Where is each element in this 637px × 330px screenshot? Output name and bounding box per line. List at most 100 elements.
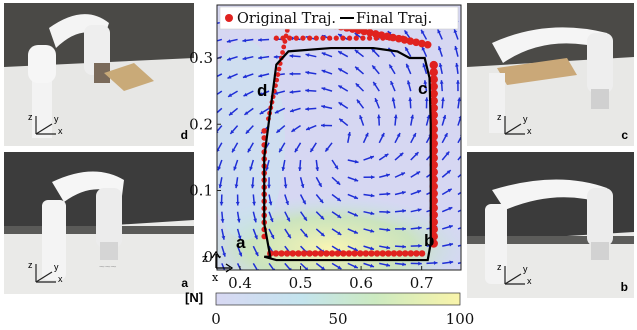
field-arrowhead: [283, 184, 288, 189]
y-tick-label: 0.1: [189, 182, 213, 200]
original-trajectory-point: [340, 250, 347, 257]
field-arrowhead: [386, 192, 391, 196]
field-arrowhead: [258, 55, 262, 60]
field-arrowhead: [406, 63, 410, 68]
field-arrowhead: [298, 167, 302, 171]
legend-marker-original: [225, 14, 233, 22]
field-arrowhead: [441, 97, 445, 102]
original-trajectory-point: [353, 35, 359, 41]
original-trajectory-point: [317, 250, 325, 257]
field-arrowhead: [338, 51, 343, 55]
field-arrowhead: [418, 243, 422, 248]
field-arrowhead: [258, 92, 263, 96]
field-arrowhead: [417, 190, 422, 194]
field-arrowhead: [347, 131, 352, 136]
field-arrowhead: [386, 227, 391, 232]
field-arrowhead: [454, 46, 458, 50]
field-arrowhead: [445, 151, 450, 156]
field-arrowhead: [412, 133, 416, 138]
original-trajectory-point: [418, 39, 426, 48]
field-arrowhead: [213, 94, 217, 98]
field-arrowhead: [417, 208, 422, 212]
field-arrowhead: [238, 252, 243, 257]
original-trajectory-point: [275, 72, 281, 77]
robot-photo-a: ~~~ z y x a: [4, 152, 194, 294]
plot-axis-gizmo: [211, 250, 234, 273]
original-trajectory-point: [334, 250, 341, 257]
field-arrowhead: [232, 148, 236, 153]
original-trajectory-point: [366, 28, 374, 37]
legend: Original Traj. Final Traj.: [219, 6, 459, 30]
field-arrowhead: [424, 97, 429, 101]
field-arrowhead: [286, 217, 290, 222]
field-arrow: [217, 125, 223, 133]
original-trajectory-point: [272, 250, 280, 257]
field-arrowhead: [254, 252, 259, 257]
field-arrowhead: [418, 261, 422, 266]
field-arrowhead: [464, 207, 468, 210]
field-arrowhead: [281, 167, 286, 171]
field-arrowhead: [417, 226, 422, 230]
original-trajectory-point: [280, 50, 285, 55]
original-trajectory-point: [333, 35, 339, 41]
field-arrowhead: [303, 216, 307, 221]
field-arrowhead: [338, 102, 343, 106]
field-arrowhead: [302, 200, 306, 205]
field-arrowhead: [353, 264, 358, 269]
y-axis-ticks: 0 0.1 0.2 0.3: [189, 49, 221, 266]
original-trajectory-point: [276, 66, 282, 72]
field-arrowhead: [370, 175, 375, 180]
field-arrowhead: [227, 75, 232, 79]
field-arrowhead: [217, 148, 220, 152]
field-arrowhead: [354, 177, 359, 182]
original-trajectory-point: [278, 250, 285, 257]
field-arrow: [457, 154, 461, 161]
field-arrowhead: [396, 133, 401, 138]
field-arrowhead: [228, 93, 233, 97]
field-arrowhead: [372, 65, 376, 70]
field-arrowhead: [279, 148, 283, 153]
field-arrowhead: [402, 209, 406, 213]
field-arrowhead: [359, 115, 363, 120]
field-arrowhead: [319, 199, 324, 204]
field-arrowhead: [442, 115, 447, 119]
field-arrowhead: [321, 104, 326, 109]
field-arrowhead: [456, 80, 460, 84]
original-trajectory-point: [293, 35, 299, 41]
gizmo-z-label: z: [202, 252, 208, 265]
field-arrowhead: [268, 201, 273, 206]
field-arrowhead: [465, 242, 469, 246]
field-arrowhead: [305, 70, 310, 75]
field-arrow: [457, 191, 461, 196]
field-arrowhead: [321, 87, 326, 91]
point-label-a: a: [236, 233, 246, 252]
x-tick-label: 0.5: [289, 274, 313, 292]
original-trajectory-point: [320, 35, 326, 41]
original-trajectory-point: [280, 35, 286, 41]
field-arrowhead: [234, 184, 239, 189]
original-trajectory-point: [393, 35, 399, 41]
field-arrowhead: [354, 49, 359, 54]
field-arrowhead: [353, 247, 358, 251]
field-arrowhead: [318, 182, 322, 187]
field-arrowhead: [303, 233, 308, 238]
field-arrow: [457, 173, 461, 178]
original-trajectory-point: [261, 128, 268, 134]
field-arrowhead: [461, 151, 465, 155]
field-arrowhead: [438, 63, 443, 67]
field-arrowhead: [291, 128, 296, 132]
photo-label: a: [181, 276, 188, 290]
field-arrowhead: [288, 267, 292, 270]
field-arrowhead: [380, 132, 385, 137]
field-arrowhead: [401, 190, 406, 195]
field-arrow: [217, 38, 223, 42]
field-arrowhead: [294, 148, 299, 153]
field-arrowhead: [439, 80, 444, 84]
field-arrowhead: [321, 266, 326, 270]
field-arrowhead: [370, 193, 375, 198]
original-trajectory-point: [289, 250, 296, 257]
field-arrowhead: [338, 34, 343, 38]
legend-final: Final Traj.: [356, 11, 432, 27]
field-arrowhead: [462, 170, 466, 174]
field-arrowhead: [243, 92, 248, 97]
